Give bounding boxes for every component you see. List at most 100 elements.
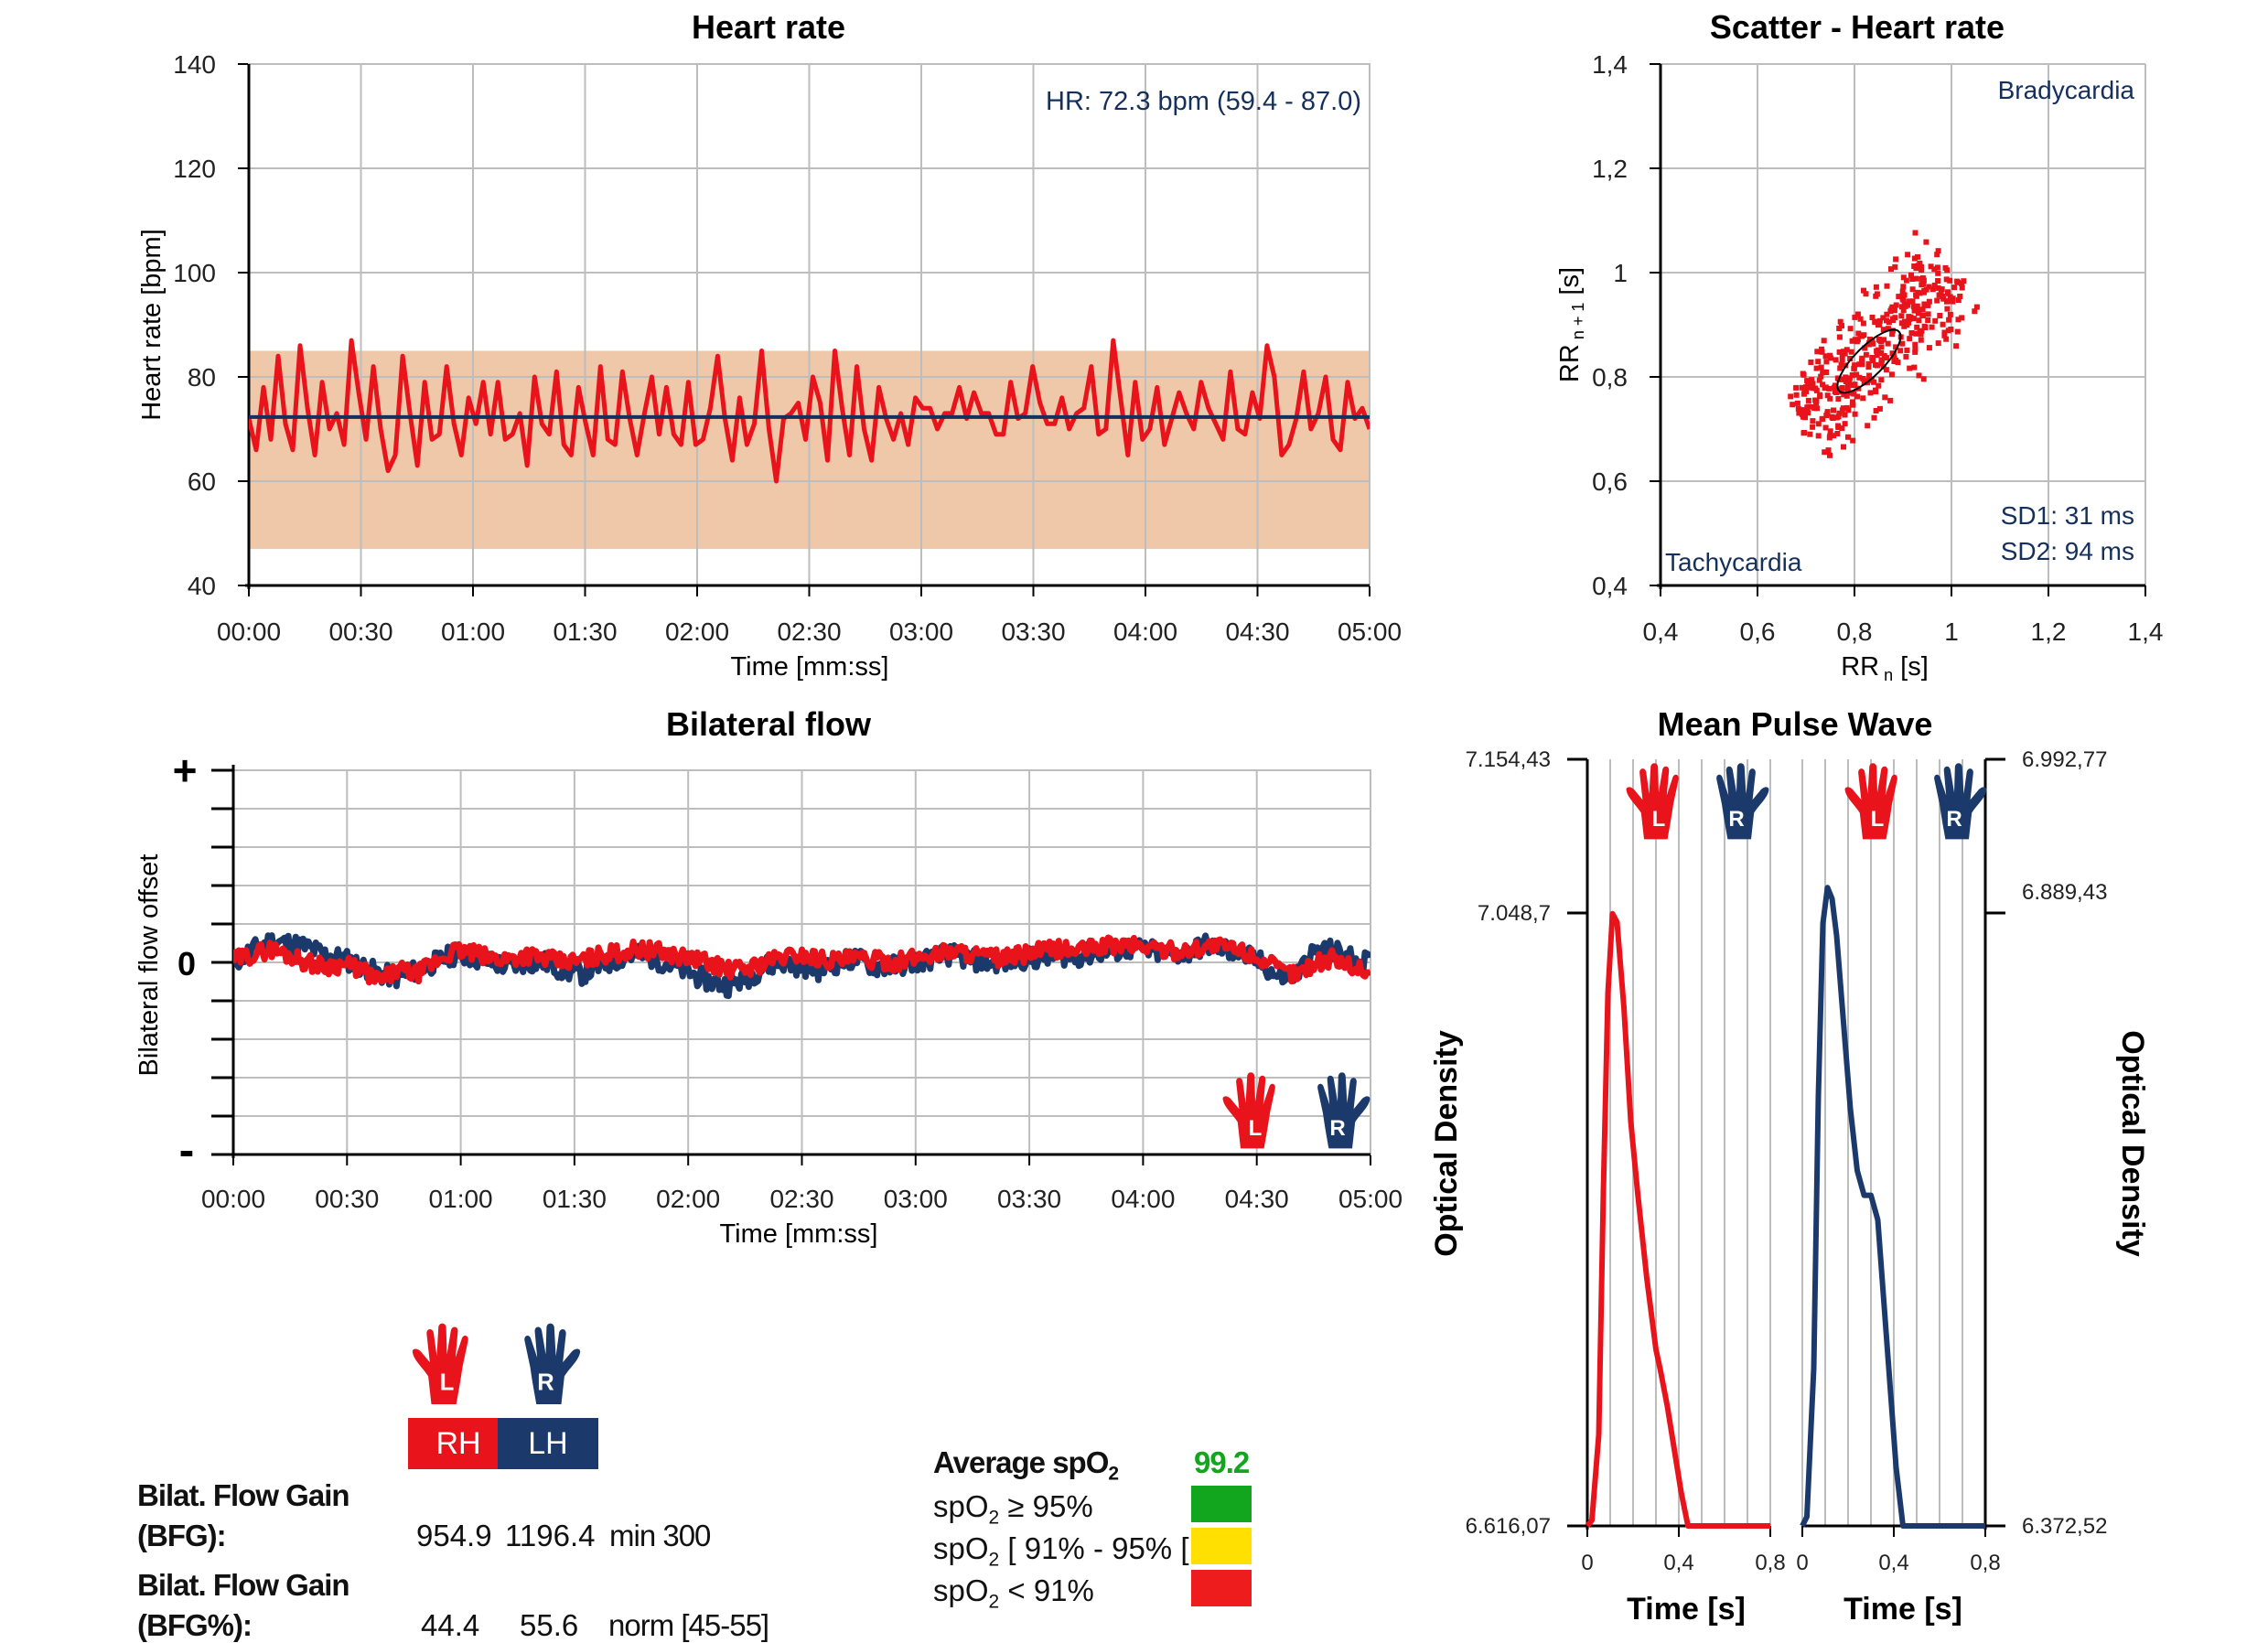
flow-x-tick-label: 03:00 <box>884 1185 948 1213</box>
scatter-point <box>1833 357 1839 363</box>
scatter-point <box>1888 266 1894 273</box>
scatter-point <box>1883 367 1889 373</box>
scatter-point <box>1893 344 1899 350</box>
spo2-bad-post: < 91% <box>999 1573 1094 1607</box>
scatter-point <box>1873 318 1879 325</box>
scatter-point <box>1876 317 1883 324</box>
hr-series-line <box>249 338 1370 484</box>
scatter-point <box>1884 311 1890 317</box>
pulse-title: Mean Pulse Wave <box>1658 705 1933 743</box>
scatter-point <box>1826 385 1833 392</box>
scatter-point <box>1919 263 1925 270</box>
scatter-point <box>1850 437 1856 444</box>
scatter-y-tick-label: 0,8 <box>1592 363 1628 392</box>
scatter-point <box>1874 348 1880 354</box>
scatter-point <box>1913 275 1919 282</box>
scatter-point <box>1935 248 1941 254</box>
scatter-point <box>1934 252 1940 258</box>
scatter-point <box>1815 433 1822 439</box>
hr-y-tick-label: 40 <box>188 572 216 600</box>
scatter-point <box>1878 377 1885 383</box>
scatter-point <box>1876 405 1883 412</box>
pulse-x-tick-label: 0,8 <box>1970 1551 2000 1575</box>
scatter-y-unit: [s] <box>1555 267 1585 303</box>
hr-x-tick-label: 01:30 <box>553 617 617 646</box>
scatter-point <box>1804 409 1811 415</box>
flow-title: Bilateral flow <box>666 705 872 743</box>
scatter-point <box>1919 313 1926 318</box>
hand-shape <box>1222 1072 1275 1149</box>
scatter-point <box>1820 415 1826 422</box>
scatter-grid <box>1650 63 2146 596</box>
pulse-left-tick-label: 7.048,7 <box>1478 901 1551 926</box>
scatter-point <box>1805 380 1811 386</box>
spo2-average-value: 99.2 <box>1194 1445 1250 1479</box>
scatter-point <box>1827 395 1833 402</box>
hr-y-axis-label: Heart rate [bpm] <box>137 229 167 421</box>
scatter-x-tick-label: 1,4 <box>2128 617 2164 646</box>
scatter-point <box>1909 286 1916 293</box>
flow-x-tick-label: 02:30 <box>769 1185 833 1213</box>
scatter-point <box>1817 393 1823 400</box>
scatter-point <box>1911 364 1918 370</box>
scatter-point <box>1844 388 1851 394</box>
left-hand-icon: L <box>1622 755 1695 846</box>
scatter-point <box>1913 292 1919 298</box>
spo2-average-sub: 2 <box>1108 1463 1119 1485</box>
scatter-point <box>1935 270 1941 276</box>
scatter-point <box>1845 434 1851 440</box>
pulse-right-tick-label: 6.889,43 <box>2022 880 2107 905</box>
scatter-point <box>1901 318 1908 325</box>
flow-x-tick-label: 02:00 <box>656 1185 720 1213</box>
scatter-point <box>1880 327 1886 333</box>
scatter-y-tick-label: 1 <box>1613 259 1628 287</box>
scatter-point <box>1836 410 1843 416</box>
scatter-point <box>1809 377 1815 383</box>
scatter-point <box>1908 330 1915 336</box>
hr-x-tick-label: 04:00 <box>1113 617 1177 646</box>
scatter-point <box>1936 292 1942 298</box>
scatter-point <box>1854 371 1860 378</box>
scatter-point <box>1904 347 1910 353</box>
scatter-point <box>1920 376 1927 382</box>
scatter-point <box>1945 328 1951 334</box>
scatter-y-tick-label: 0,4 <box>1592 572 1628 600</box>
hand-shape <box>1844 763 1897 840</box>
scatter-point <box>1889 328 1896 334</box>
scatter-point <box>1815 421 1822 427</box>
scatter-point <box>1813 387 1820 393</box>
hand-letter: R <box>537 1370 554 1396</box>
scatter-point <box>1842 350 1848 357</box>
hand-glyph: L <box>1844 763 1897 840</box>
scatter-point <box>1903 353 1909 360</box>
scatter-point <box>1955 317 1962 323</box>
hr-x-axis-label: Time [mm:ss] <box>731 652 889 682</box>
pulse-left-hand-line <box>1585 910 1770 1529</box>
spo2-bad-sub: 2 <box>988 1591 1000 1613</box>
bfgp-label-line2: (BFG%): <box>137 1608 253 1642</box>
scatter-point <box>1830 414 1836 421</box>
scatter-point <box>1848 349 1854 355</box>
scatter-point <box>1852 411 1858 417</box>
scatter-y-tick-label: 1,4 <box>1592 50 1628 79</box>
scatter-point <box>1896 294 1902 300</box>
scatter-y-tick-labels: 1,4 1,2 1 0,8 0,6 0,4 <box>1592 50 1628 600</box>
scatter-point <box>1851 365 1857 371</box>
scatter-point <box>1808 360 1814 365</box>
scatter-point <box>1940 294 1946 299</box>
scatter-point <box>1925 302 1931 308</box>
scatter-point <box>1810 418 1816 424</box>
hand-glyph: L <box>1626 763 1679 840</box>
scatter-point <box>1937 313 1943 318</box>
flow-y-axis-label: Bilateral flow offset <box>134 854 164 1077</box>
scatter-point <box>1826 435 1833 441</box>
scatter-point <box>1893 302 1899 308</box>
legend-lh-box: LH <box>498 1418 598 1469</box>
scatter-point <box>1919 267 1924 274</box>
bfgp-rh-value: 44.4 <box>421 1608 480 1642</box>
right-hand-icon: R <box>1918 755 1991 846</box>
scatter-point <box>1900 307 1907 314</box>
scatter-point <box>1887 397 1894 403</box>
scatter-title: Scatter - Heart rate <box>1710 8 2005 46</box>
scatter-point <box>1850 399 1855 405</box>
